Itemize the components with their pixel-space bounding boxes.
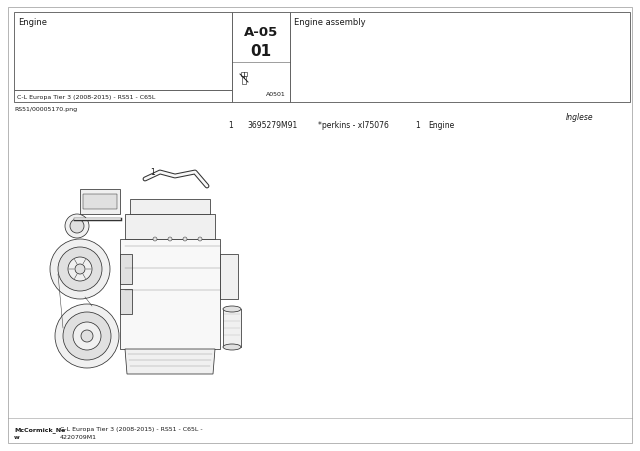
Text: Engine assembly: Engine assembly (294, 18, 365, 27)
Ellipse shape (223, 344, 241, 350)
Text: C-L Europa Tier 3 (2008-2015) - RS51 - C65L: C-L Europa Tier 3 (2008-2015) - RS51 - C… (17, 94, 156, 99)
Bar (241, 73, 247, 77)
Text: *perkins - xl75076: *perkins - xl75076 (318, 121, 389, 130)
Polygon shape (130, 199, 210, 215)
Polygon shape (125, 349, 215, 374)
Circle shape (70, 220, 84, 234)
Bar (120, 254, 132, 285)
Text: C-L Europa Tier 3 (2008-2015) - RS51 - C65L -: C-L Europa Tier 3 (2008-2015) - RS51 - C… (60, 426, 203, 431)
Text: w: w (14, 434, 20, 439)
Polygon shape (120, 239, 220, 349)
Ellipse shape (223, 306, 241, 312)
Text: 01: 01 (250, 43, 271, 58)
Text: McCormick_Ne: McCormick_Ne (14, 426, 65, 432)
Text: 1: 1 (415, 121, 420, 130)
Text: 1: 1 (228, 121, 233, 130)
Bar (223, 309, 241, 347)
Circle shape (68, 258, 92, 281)
Bar (14, 13, 232, 91)
Bar (220, 254, 238, 299)
Bar (242, 77, 246, 85)
Circle shape (63, 312, 111, 360)
Text: 4220709M1: 4220709M1 (60, 434, 97, 439)
Bar (120, 290, 132, 314)
Bar (80, 189, 120, 215)
Text: 1: 1 (150, 168, 156, 177)
Circle shape (58, 248, 102, 291)
Bar (83, 194, 117, 210)
Text: Engine: Engine (428, 121, 454, 130)
Circle shape (55, 304, 119, 368)
Circle shape (198, 238, 202, 241)
Text: Engine: Engine (18, 18, 47, 27)
Text: A-05: A-05 (244, 27, 278, 39)
Circle shape (183, 238, 187, 241)
Text: 3695279M91: 3695279M91 (247, 121, 297, 130)
Circle shape (75, 264, 85, 274)
Text: A0501: A0501 (266, 92, 286, 97)
Circle shape (153, 238, 157, 241)
Circle shape (50, 239, 110, 299)
Circle shape (168, 238, 172, 241)
Circle shape (73, 322, 101, 350)
Text: RS51/00005170.png: RS51/00005170.png (14, 107, 77, 112)
Polygon shape (125, 215, 215, 239)
Text: Inglese: Inglese (565, 113, 593, 122)
Circle shape (65, 215, 89, 239)
Circle shape (81, 330, 93, 342)
Bar (232, 13, 290, 103)
Bar (14, 91, 232, 103)
Bar (290, 13, 630, 103)
